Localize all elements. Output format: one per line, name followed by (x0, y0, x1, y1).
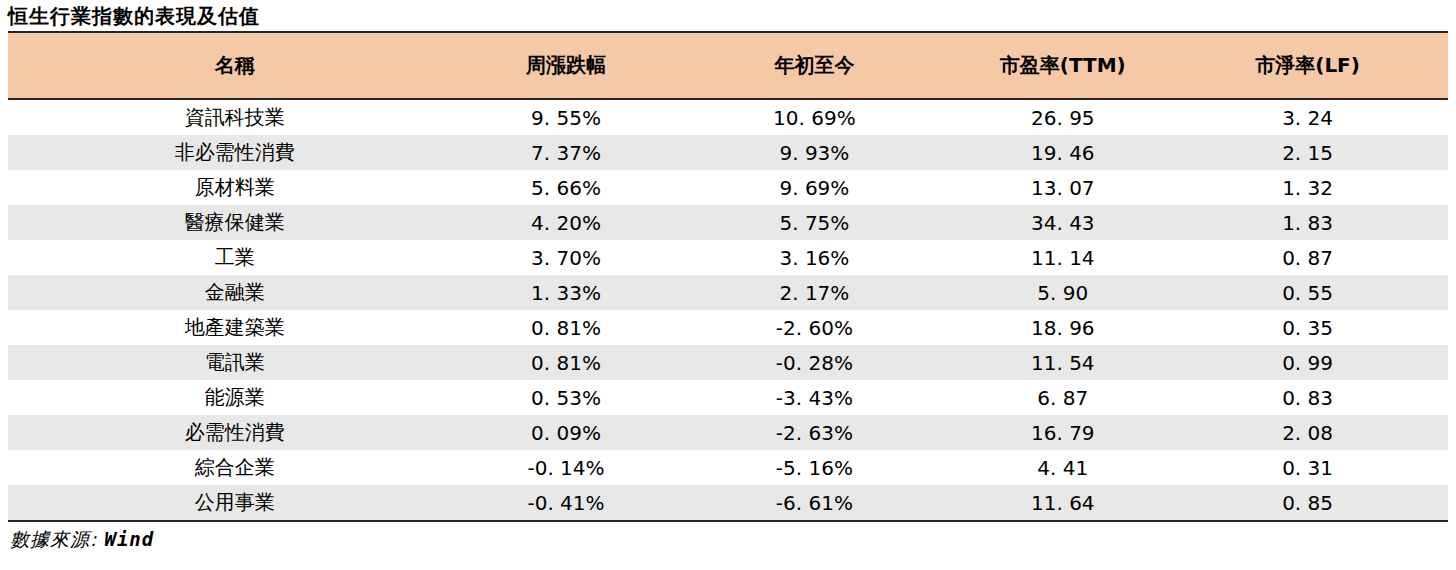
value-cell: 9. 93% (670, 141, 958, 165)
value-cell: 11. 54 (958, 351, 1167, 375)
value-cell: 19. 46 (958, 141, 1167, 165)
value-cell: 18. 96 (958, 316, 1167, 340)
data-source-label: 數據來源: (10, 528, 104, 550)
value-cell: 9. 55% (462, 106, 671, 130)
value-cell: 11. 64 (958, 491, 1167, 515)
industry-name-cell: 地產建築業 (8, 314, 462, 341)
table-row: 金融業1. 33%2. 17%5. 900. 55 (8, 275, 1448, 310)
table-row: 醫療保健業4. 20%5. 75%34. 431. 83 (8, 205, 1448, 240)
table-row: 能源業0. 53%-3. 43%6. 870. 83 (8, 380, 1448, 415)
table-row: 地產建築業0. 81%-2. 60%18. 960. 35 (8, 310, 1448, 345)
industry-name-cell: 資訊科技業 (8, 104, 462, 131)
value-cell: 0. 99 (1167, 351, 1448, 375)
table-row: 電訊業0. 81%-0. 28%11. 540. 99 (8, 345, 1448, 380)
table-row: 非必需性消費7. 37%9. 93%19. 462. 15 (8, 135, 1448, 170)
value-cell: 2. 08 (1167, 421, 1448, 445)
value-cell: 1. 32 (1167, 176, 1448, 200)
value-cell: 34. 43 (958, 211, 1167, 235)
table-title: 恒生行業指數的表現及估值 (8, 3, 260, 30)
value-cell: 3. 16% (670, 246, 958, 270)
industry-name-cell: 醫療保健業 (8, 209, 462, 236)
table-row: 原材料業5. 66%9. 69%13. 071. 32 (8, 170, 1448, 205)
value-cell: 0. 81% (462, 316, 671, 340)
table-header-row: 名稱 周漲跌幅 年初至今 市盈率(TTM) 市淨率(LF) (8, 33, 1448, 100)
value-cell: 0. 83 (1167, 386, 1448, 410)
value-cell: -6. 61% (670, 491, 958, 515)
industry-name-cell: 工業 (8, 244, 462, 271)
value-cell: 5. 66% (462, 176, 671, 200)
table-row: 公用事業-0. 41%-6. 61%11. 640. 85 (8, 485, 1448, 520)
value-cell: 0. 35 (1167, 316, 1448, 340)
industry-name-cell: 非必需性消費 (8, 139, 462, 166)
header-pe-ttm: 市盈率(TTM) (958, 52, 1167, 79)
industry-name-cell: 綜合企業 (8, 454, 462, 481)
value-cell: 0. 81% (462, 351, 671, 375)
value-cell: 0. 87 (1167, 246, 1448, 270)
value-cell: -0. 14% (462, 456, 671, 480)
value-cell: -0. 28% (670, 351, 958, 375)
value-cell: 2. 17% (670, 281, 958, 305)
header-name: 名稱 (8, 52, 462, 79)
value-cell: 16. 79 (958, 421, 1167, 445)
report-page: 恒生行業指數的表現及估值 名稱 周漲跌幅 年初至今 市盈率(TTM) 市淨率(L… (0, 0, 1456, 570)
industry-name-cell: 能源業 (8, 384, 462, 411)
industry-index-table: 名稱 周漲跌幅 年初至今 市盈率(TTM) 市淨率(LF) 資訊科技業9. 55… (8, 31, 1448, 522)
value-cell: -2. 63% (670, 421, 958, 445)
industry-name-cell: 必需性消費 (8, 419, 462, 446)
value-cell: 3. 70% (462, 246, 671, 270)
value-cell: 0. 53% (462, 386, 671, 410)
value-cell: -5. 16% (670, 456, 958, 480)
value-cell: 1. 33% (462, 281, 671, 305)
value-cell: 0. 55 (1167, 281, 1448, 305)
value-cell: 4. 20% (462, 211, 671, 235)
header-ytd: 年初至今 (670, 52, 958, 79)
value-cell: 3. 24 (1167, 106, 1448, 130)
value-cell: 2. 15 (1167, 141, 1448, 165)
header-weekly-change: 周漲跌幅 (462, 52, 671, 79)
value-cell: 5. 90 (958, 281, 1167, 305)
value-cell: -0. 41% (462, 491, 671, 515)
industry-name-cell: 公用事業 (8, 489, 462, 516)
table-row: 必需性消費0. 09%-2. 63%16. 792. 08 (8, 415, 1448, 450)
value-cell: 1. 83 (1167, 211, 1448, 235)
data-source: 數據來源: Wind (10, 527, 154, 553)
value-cell: 6. 87 (958, 386, 1167, 410)
value-cell: 0. 09% (462, 421, 671, 445)
value-cell: 4. 41 (958, 456, 1167, 480)
value-cell: 13. 07 (958, 176, 1167, 200)
value-cell: -3. 43% (670, 386, 958, 410)
table-body: 資訊科技業9. 55%10. 69%26. 953. 24非必需性消費7. 37… (8, 100, 1448, 522)
table-row: 資訊科技業9. 55%10. 69%26. 953. 24 (8, 100, 1448, 135)
value-cell: 7. 37% (462, 141, 671, 165)
value-cell: 9. 69% (670, 176, 958, 200)
value-cell: 26. 95 (958, 106, 1167, 130)
value-cell: 10. 69% (670, 106, 958, 130)
industry-name-cell: 電訊業 (8, 349, 462, 376)
value-cell: 11. 14 (958, 246, 1167, 270)
industry-name-cell: 金融業 (8, 279, 462, 306)
value-cell: 0. 31 (1167, 456, 1448, 480)
data-source-value: Wind (104, 528, 154, 550)
table-row: 綜合企業-0. 14%-5. 16%4. 410. 31 (8, 450, 1448, 485)
header-pb-lf: 市淨率(LF) (1167, 52, 1448, 79)
value-cell: -2. 60% (670, 316, 958, 340)
value-cell: 0. 85 (1167, 491, 1448, 515)
value-cell: 5. 75% (670, 211, 958, 235)
industry-name-cell: 原材料業 (8, 174, 462, 201)
table-row: 工業3. 70%3. 16%11. 140. 87 (8, 240, 1448, 275)
